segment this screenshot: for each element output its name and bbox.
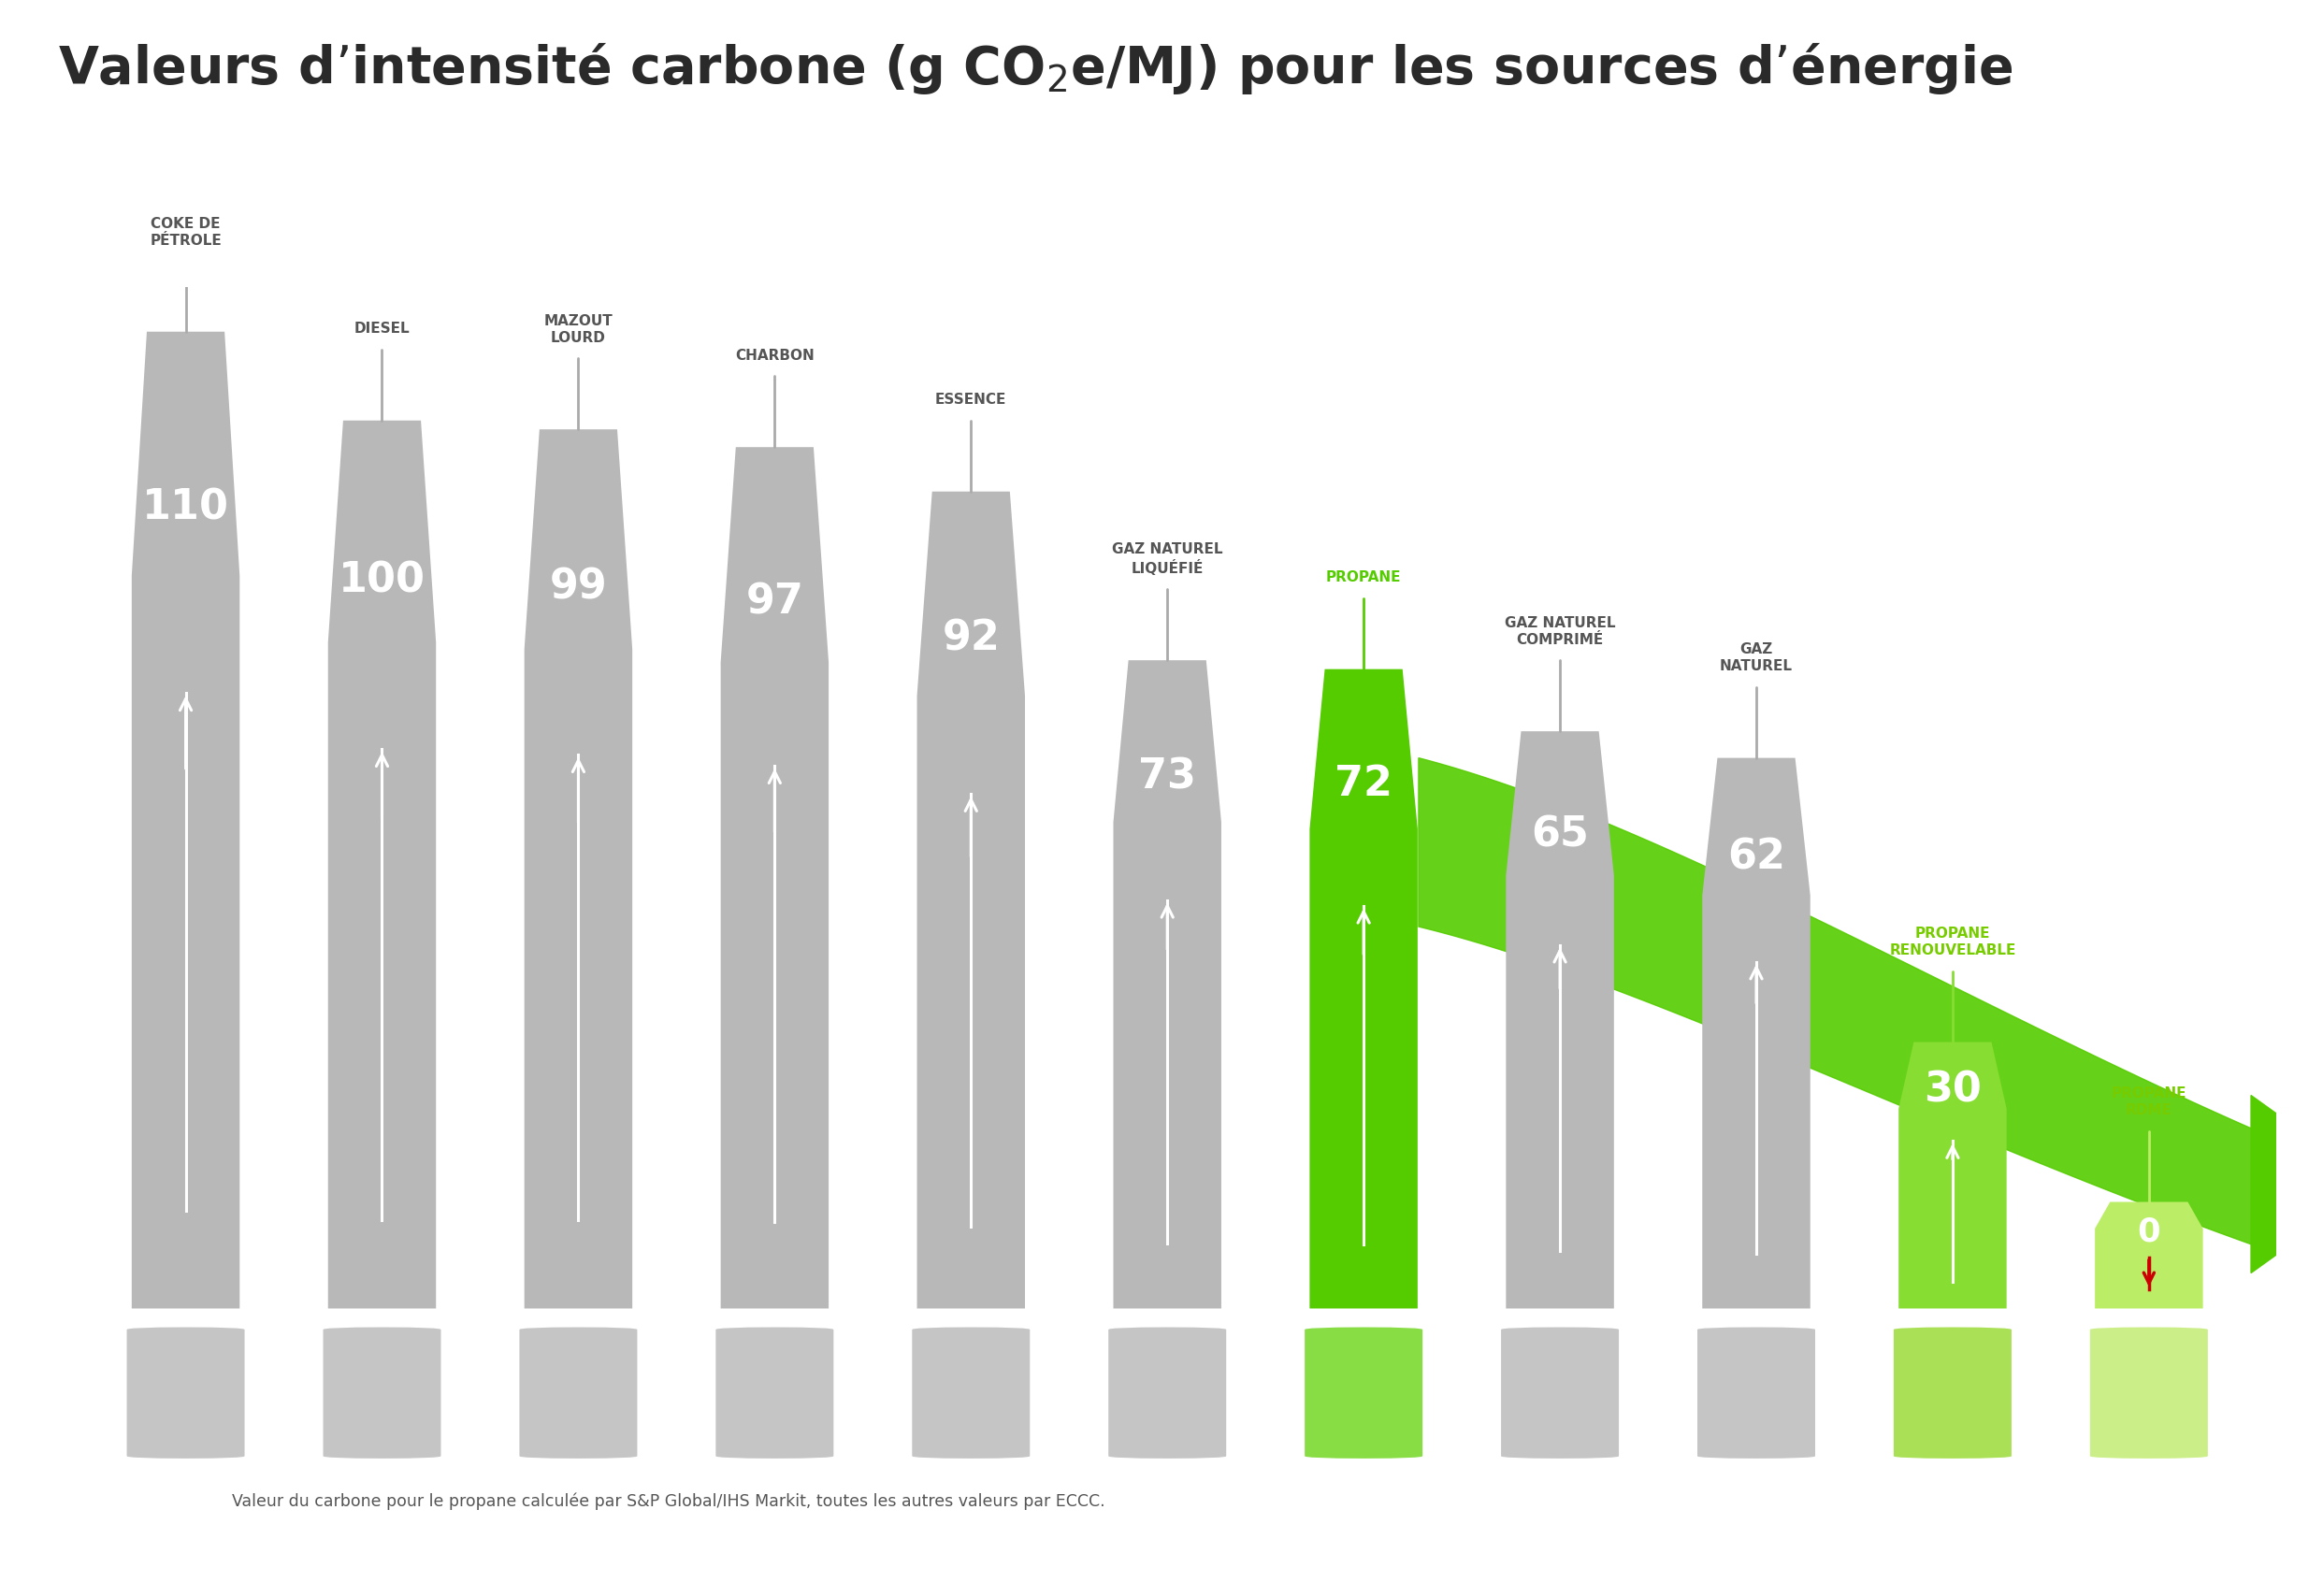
FancyBboxPatch shape	[1303, 1326, 1424, 1459]
Text: COKE DE
PÉTROLE: COKE DE PÉTROLE	[149, 217, 221, 247]
Polygon shape	[1898, 1042, 2007, 1309]
Text: ESSENCE: ESSENCE	[936, 393, 1006, 407]
Polygon shape	[2251, 1095, 2323, 1274]
Text: Valeurs d’intensité carbone (g CO$_2$e/MJ) pour les sources d’énergie: Valeurs d’intensité carbone (g CO$_2$e/M…	[58, 40, 2014, 96]
Text: DIESEL: DIESEL	[353, 322, 409, 337]
FancyBboxPatch shape	[715, 1326, 834, 1459]
FancyBboxPatch shape	[1108, 1326, 1227, 1459]
FancyBboxPatch shape	[1696, 1326, 1817, 1459]
Text: 92: 92	[943, 619, 999, 659]
Polygon shape	[1703, 758, 1810, 1309]
Text: 65: 65	[1531, 816, 1589, 855]
Text: 99: 99	[551, 568, 606, 608]
FancyBboxPatch shape	[1893, 1326, 2012, 1459]
FancyBboxPatch shape	[911, 1326, 1031, 1459]
FancyBboxPatch shape	[2088, 1326, 2209, 1459]
Polygon shape	[525, 429, 632, 1309]
Polygon shape	[328, 420, 437, 1309]
Text: PROPANE: PROPANE	[1326, 571, 1401, 584]
Text: 0: 0	[2137, 1216, 2160, 1248]
Text: GAZ NATUREL
LIQUÉFIÉ: GAZ NATUREL LIQUÉFIÉ	[1113, 543, 1222, 576]
FancyBboxPatch shape	[323, 1326, 441, 1459]
Text: 100: 100	[339, 560, 425, 600]
Text: 30: 30	[1923, 1069, 1982, 1111]
Text: MAZOUT
LOURD: MAZOUT LOURD	[544, 314, 613, 345]
FancyBboxPatch shape	[1501, 1326, 1619, 1459]
Text: GAZ NATUREL
COMPRIMÉ: GAZ NATUREL COMPRIMÉ	[1505, 616, 1614, 646]
Text: 73: 73	[1138, 757, 1196, 796]
Polygon shape	[1505, 731, 1614, 1309]
Text: 97: 97	[746, 583, 804, 622]
Text: Valeur du carbone pour le propane calculée par S&P Global/IHS Markit, toutes les: Valeur du carbone pour le propane calcul…	[232, 1492, 1106, 1510]
Text: 62: 62	[1728, 836, 1786, 878]
Polygon shape	[1419, 758, 2258, 1246]
Polygon shape	[132, 332, 239, 1309]
Text: PROPANE
RENOUVELABLE: PROPANE RENOUVELABLE	[1889, 927, 2016, 958]
FancyBboxPatch shape	[125, 1326, 246, 1459]
Text: 72: 72	[1336, 764, 1391, 804]
Text: 110: 110	[142, 487, 230, 528]
Polygon shape	[1113, 661, 1222, 1309]
Polygon shape	[2095, 1202, 2202, 1309]
Text: CHARBON: CHARBON	[734, 350, 815, 362]
Polygon shape	[918, 492, 1024, 1309]
FancyBboxPatch shape	[518, 1326, 639, 1459]
Text: PROPANE
RDME: PROPANE RDME	[2112, 1087, 2186, 1117]
Polygon shape	[1310, 669, 1417, 1309]
Polygon shape	[720, 447, 829, 1309]
Text: GAZ
NATUREL: GAZ NATUREL	[1719, 643, 1793, 674]
